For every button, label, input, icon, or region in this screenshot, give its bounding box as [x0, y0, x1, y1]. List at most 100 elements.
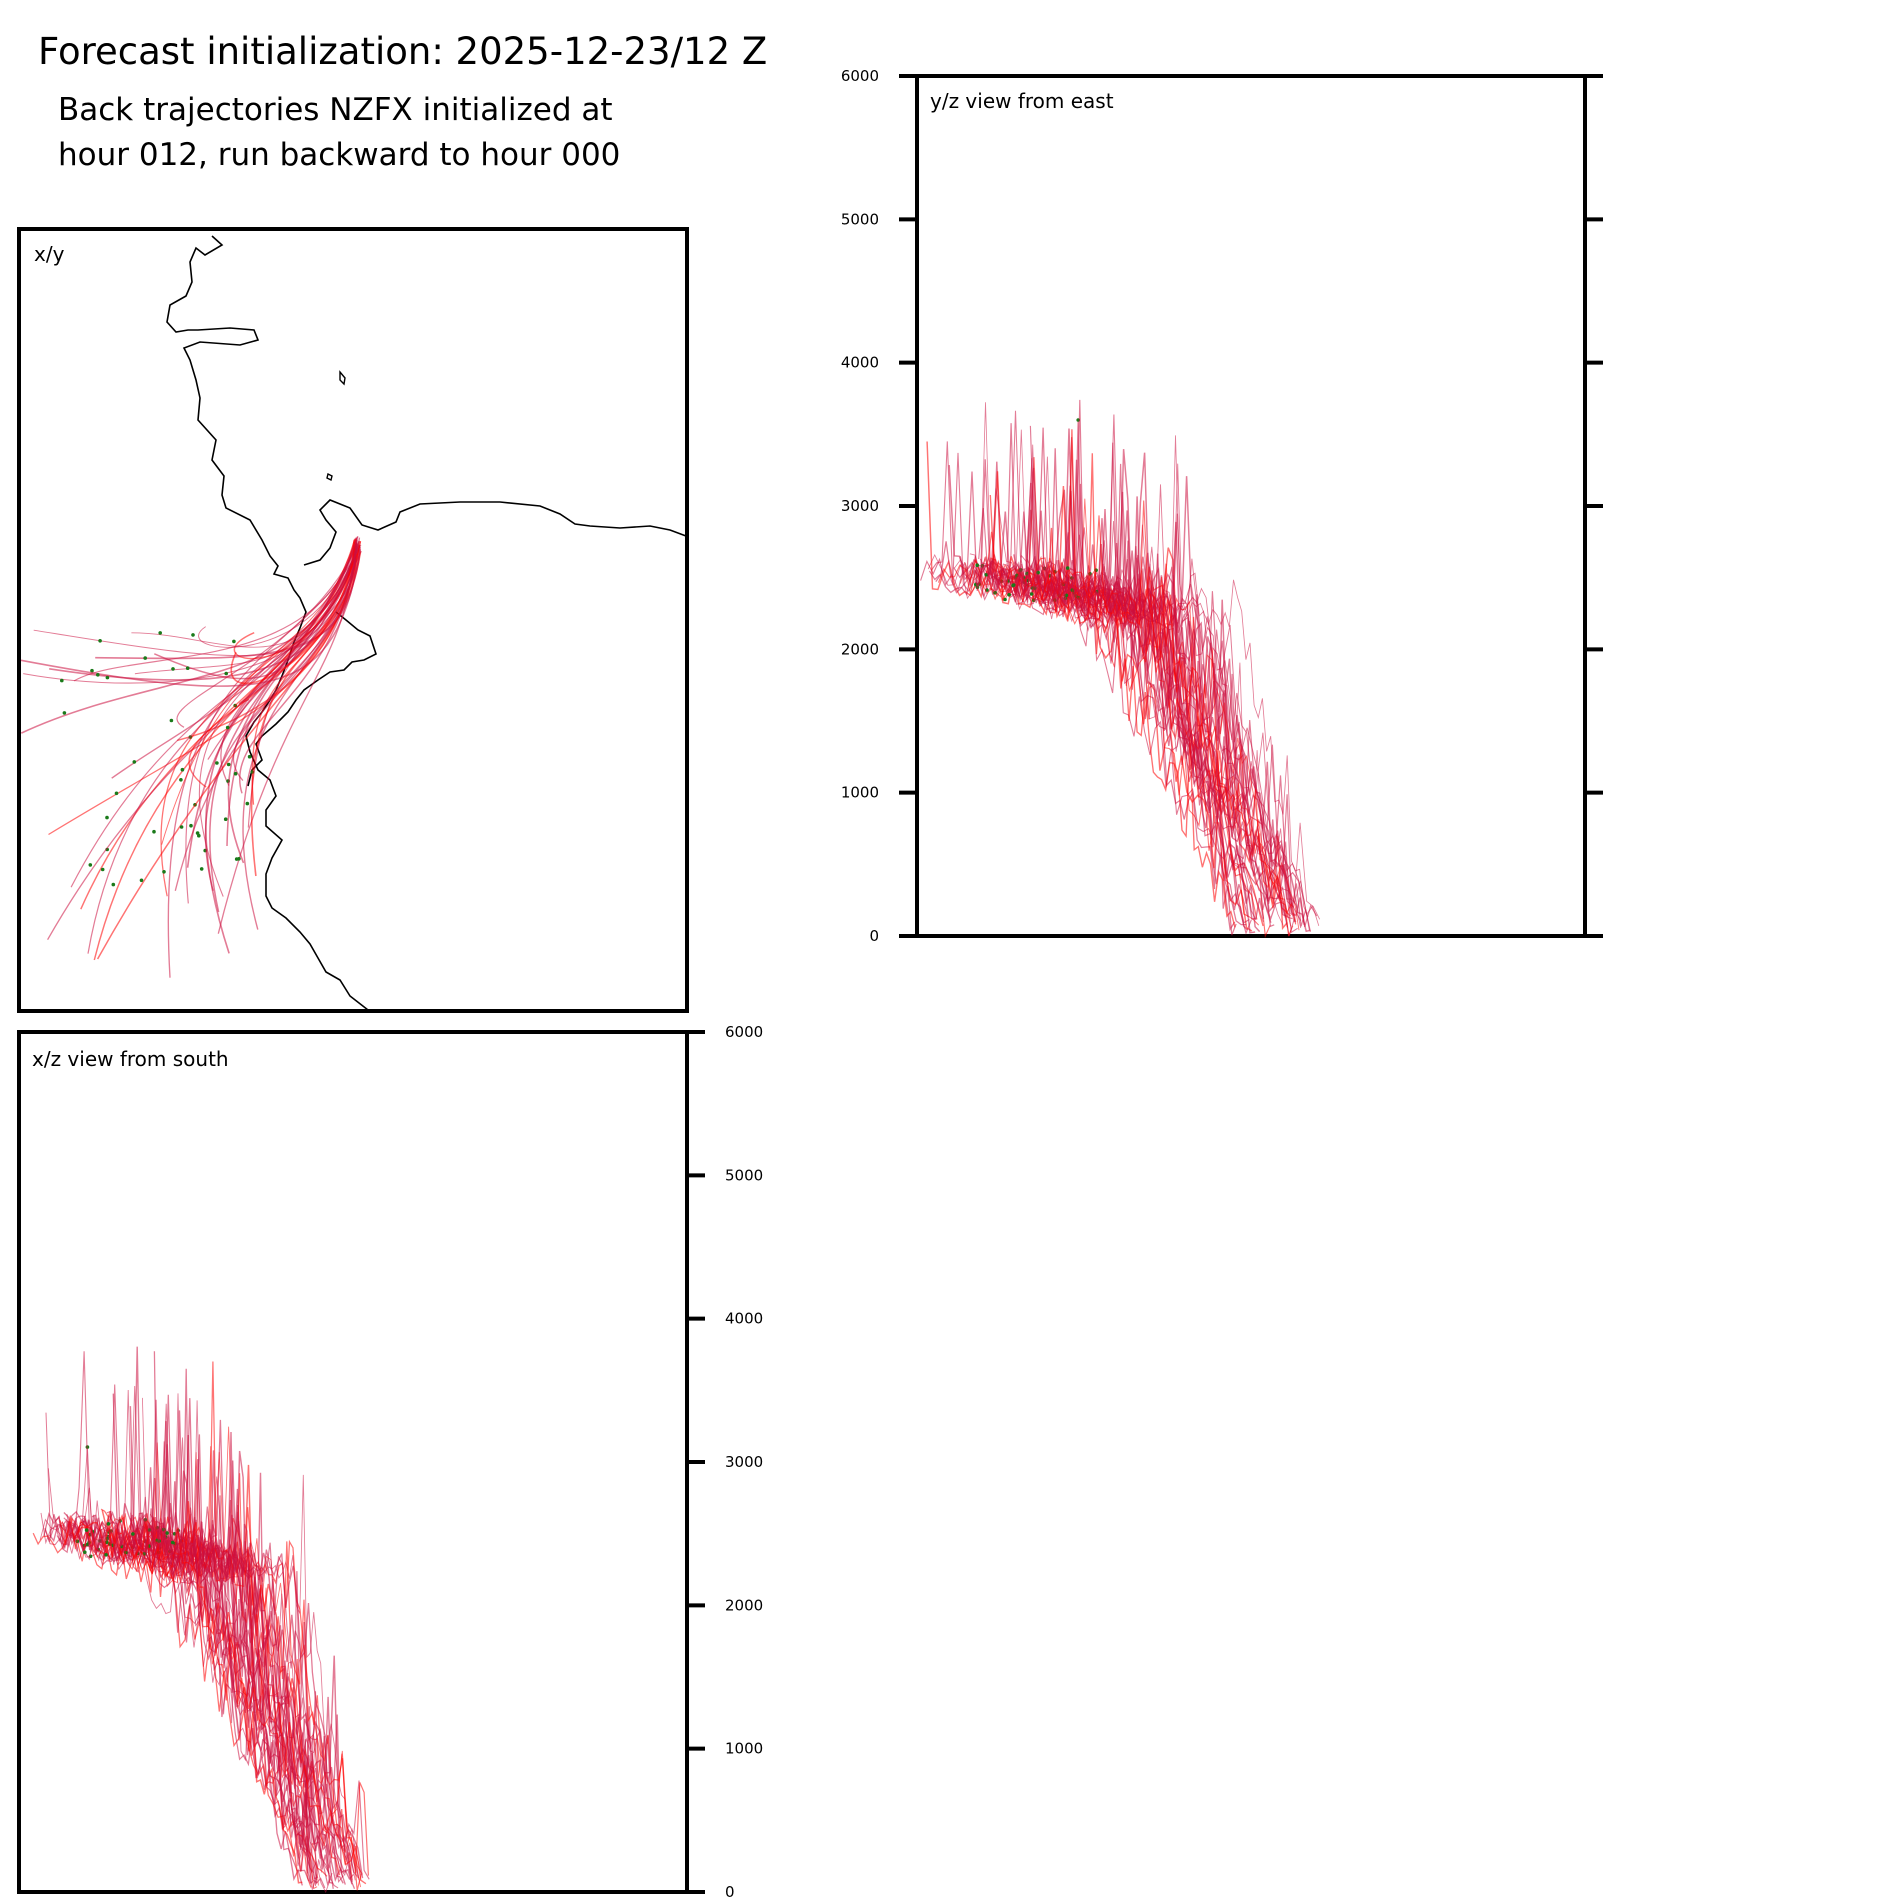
xy-trajectory-point: [96, 673, 100, 677]
xz-tick-label: 3000: [725, 1453, 763, 1471]
xy-trajectory-point: [225, 725, 230, 730]
xz-trajectory-point: [106, 1522, 111, 1526]
yz-panel-label: y/z view from east: [930, 89, 1114, 113]
xy-trajectory-line: [207, 544, 360, 760]
yz-tick-label: 6000: [841, 67, 879, 85]
xy-trajectory-point: [139, 878, 144, 883]
xy-trajectories: [20, 536, 362, 978]
xy-trajectory-point: [171, 667, 175, 671]
xy-trajectory-point: [232, 639, 236, 644]
xy-trajectory-line: [87, 548, 361, 954]
yz-trajectory-point: [1029, 592, 1034, 596]
xz-trajectories: [32, 1346, 370, 1894]
xz-tick-label: 2000: [725, 1596, 763, 1614]
yz-trajectory-point: [975, 563, 979, 567]
xy-trajectory-point: [215, 761, 219, 765]
xy-trajectory-point: [245, 801, 250, 806]
xy-trajectory-point: [105, 815, 109, 820]
xz-trajectory-point: [84, 1528, 89, 1532]
xy-trajectory-point: [199, 867, 204, 871]
xy-trajectory-point: [180, 767, 185, 772]
yz-trajectory-line: [954, 429, 1320, 927]
yz-panel-frame: [915, 74, 1587, 938]
xy-trajectory-point: [105, 675, 110, 680]
xy-trajectory-line: [47, 546, 356, 941]
xy-trajectory-point: [185, 666, 190, 670]
coastline-harbour: [247, 611, 377, 787]
figure-subtitle: Back trajectories NZFX initialized at ho…: [58, 88, 620, 178]
xz-trajectory-point: [104, 1553, 108, 1557]
xy-panel: x/y: [17, 227, 689, 1013]
xy-trajectory-point: [179, 825, 184, 829]
xy-trajectory-point: [189, 823, 193, 828]
subtitle-line-2: hour 012, run backward to hour 000: [58, 137, 621, 173]
xy-trajectory-point: [179, 778, 183, 782]
xy-trajectory-line: [20, 549, 362, 687]
yz-trajectory-point: [1007, 593, 1011, 597]
xz-trajectory-line: [73, 1501, 303, 1884]
yz-trajectories: [920, 399, 1321, 939]
xz-tick-label: 4000: [725, 1310, 763, 1328]
xy-trajectory-point: [62, 711, 67, 715]
yz-trajectory-point: [1003, 597, 1007, 602]
xy-trajectory-line: [176, 544, 359, 728]
xy-trajectory-point: [98, 639, 102, 643]
yz-trajectory-point: [1065, 566, 1070, 570]
xz-tick-label: 0: [725, 1883, 735, 1900]
xy-trajectory-point: [132, 760, 137, 764]
xy-trajectory-point: [88, 863, 93, 867]
xz-trajectory-point: [165, 1531, 169, 1535]
xy-trajectory-point: [247, 754, 252, 759]
xz-trajectory-line: [106, 1506, 359, 1877]
xz-panel-label: x/z view from south: [32, 1047, 229, 1071]
xz-tick-label: 5000: [725, 1166, 763, 1184]
xy-trajectory-point: [191, 633, 195, 637]
xy-trajectory-line: [167, 547, 359, 978]
yz-tick-label: 3000: [841, 497, 879, 515]
yz-trajectory-line: [1029, 425, 1311, 932]
xz-axis: 0 1000 2000 3000 4000 5000 6000: [687, 1023, 763, 1900]
yz-tick-label: 0: [869, 927, 879, 945]
xy-trajectory-point: [60, 678, 64, 683]
yz-trajectory-line: [928, 509, 1250, 924]
xy-trajectory-point: [169, 718, 174, 723]
xy-trajectory-point: [233, 771, 238, 776]
xz-tick-label: 1000: [725, 1740, 763, 1758]
yz-tick-label: 5000: [841, 210, 879, 228]
xy-trajectory-point: [162, 870, 166, 874]
xy-trajectory-point: [114, 791, 119, 796]
xy-trajectory-line: [185, 544, 362, 904]
coastline-west: [166, 235, 393, 1012]
xy-panel-label: x/y: [34, 242, 65, 266]
xy-trajectory-point: [223, 817, 228, 821]
xy-trajectory-point: [90, 668, 94, 673]
subtitle-line-1: Back trajectories NZFX initialized at: [58, 92, 613, 128]
xy-trajectory-point: [100, 867, 105, 872]
xy-trajectory-point: [158, 631, 162, 635]
yz-tick-label: 1000: [841, 784, 879, 802]
xy-trajectory-point: [197, 833, 201, 838]
xy-trajectory-point: [143, 656, 147, 660]
yz-axis: 0 1000 2000 3000 4000 5000 6000: [841, 67, 1603, 945]
xy-trajectory-line: [23, 544, 357, 684]
xz-trajectory-point: [170, 1540, 175, 1545]
xy-trajectory-line: [198, 536, 358, 648]
yz-panel: y/z view from east 0 1000 2000 3000 4000 5000…: [841, 67, 1603, 945]
xz-trajectory-line: [96, 1514, 339, 1889]
yz-trajectory-line: [1027, 500, 1297, 925]
xy-panel-frame: [17, 227, 689, 1013]
yz-tick-label: 2000: [841, 640, 879, 658]
figure-title: Forecast initialization: 2025-12-23/12 Z: [38, 30, 768, 73]
xy-trajectory-point: [224, 671, 228, 676]
xy-trajectory-point: [237, 857, 241, 861]
yz-trajectory-point: [1011, 583, 1015, 588]
xy-trajectory-point: [111, 882, 116, 887]
coastline-north: [303, 499, 687, 566]
xz-trajectory-point: [83, 1550, 87, 1554]
coastline: [166, 235, 687, 1012]
xy-trajectory-line: [96, 551, 362, 960]
island: [326, 472, 333, 482]
yz-tick-label: 4000: [841, 354, 879, 372]
xy-trajectory-point: [152, 829, 156, 834]
